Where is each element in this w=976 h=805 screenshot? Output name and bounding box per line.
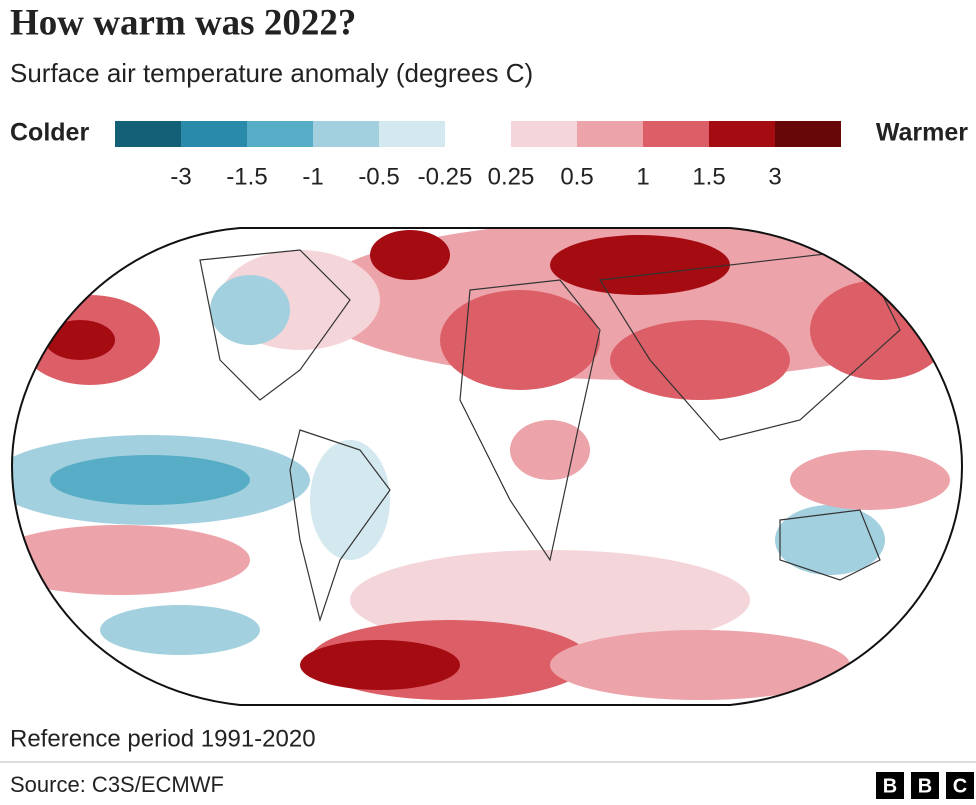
legend-swatch xyxy=(775,121,841,147)
legend-tick-label: 0.25 xyxy=(488,163,535,190)
legend: -3 -1.5 -1 -0.5 -0.25 0.25 0.5 1 1.5 3 xyxy=(115,121,841,190)
legend-high-label: Warmer xyxy=(876,119,968,147)
legend-tick-label: -1 xyxy=(302,163,323,190)
legend-tick-label: 0.5 xyxy=(560,163,593,190)
logo-box xyxy=(876,772,904,799)
legend-swatch xyxy=(313,121,379,147)
legend-tick-label: -3 xyxy=(170,163,191,190)
logo-letter: B xyxy=(883,775,897,797)
legend-tick-label: 1 xyxy=(636,163,649,190)
logo-box xyxy=(946,772,974,799)
legend-tick-label: -0.25 xyxy=(418,163,473,190)
source: Source: C3S/ECMWF xyxy=(10,772,224,797)
subtitle: Surface air temperature anomaly (degrees… xyxy=(10,58,533,88)
legend-tick-label: 3 xyxy=(768,163,781,190)
legend-swatch xyxy=(115,121,181,147)
map xyxy=(12,228,962,705)
legend-swatch xyxy=(379,121,445,147)
legend-swatch xyxy=(511,121,577,147)
logo-letter: B xyxy=(918,775,932,797)
title: How warm was 2022? xyxy=(10,2,356,43)
legend-tick-label: -1.5 xyxy=(226,163,267,190)
logo-letter: C xyxy=(953,775,967,797)
reference-note: Reference period 1991-2020 xyxy=(10,725,316,752)
legend-swatch xyxy=(643,121,709,147)
legend-tick-label: 1.5 xyxy=(692,163,725,190)
legend-swatch xyxy=(181,121,247,147)
logo-box xyxy=(911,772,939,799)
legend-tick-label: -0.5 xyxy=(358,163,399,190)
map-outline xyxy=(10,227,964,706)
legend-swatch xyxy=(709,121,775,147)
legend-swatch xyxy=(247,121,313,147)
legend-low-label: Colder xyxy=(10,119,89,147)
legend-swatch xyxy=(577,121,643,147)
